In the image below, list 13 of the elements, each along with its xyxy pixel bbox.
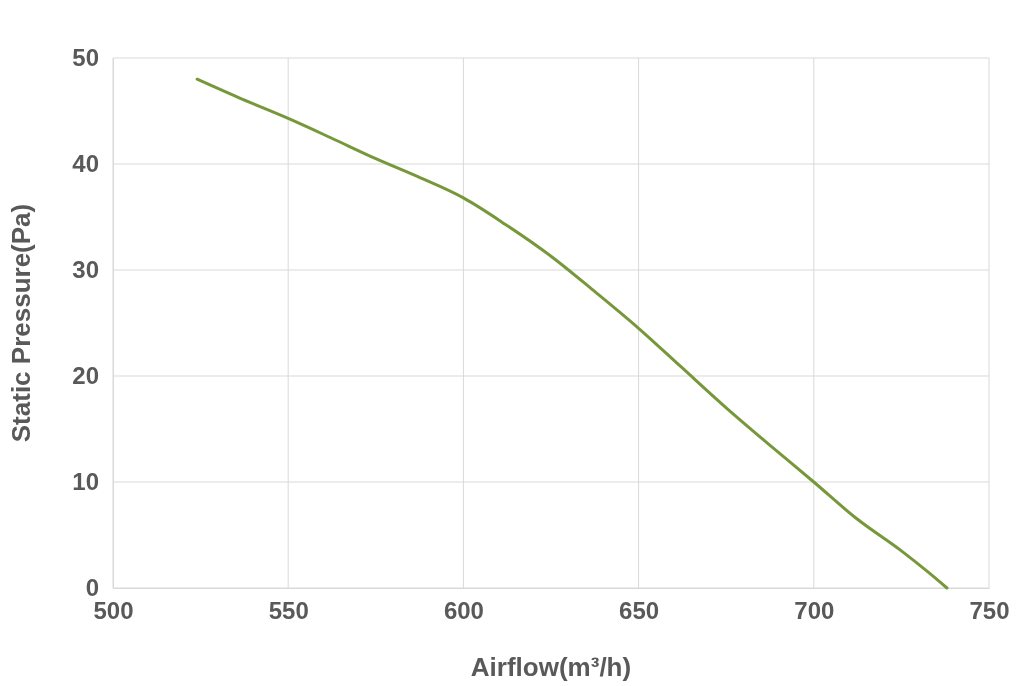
- y-tick-label: 40: [72, 150, 99, 178]
- line-series: [195, 77, 949, 590]
- y-tick-label: 30: [72, 256, 99, 284]
- y-axis-title: Static Pressure(Pa): [6, 203, 36, 443]
- x-tick-label: 550: [268, 597, 309, 625]
- x-tick-label: 750: [969, 597, 1010, 625]
- y-tick-label: 10: [72, 468, 99, 496]
- x-tick-label: 700: [794, 597, 835, 625]
- y-tick-label: 20: [72, 362, 99, 390]
- x-tick-label: 600: [443, 597, 484, 625]
- y-tick-label: 50: [72, 44, 99, 72]
- x-axis-title: Airflow(m³/h): [470, 652, 632, 682]
- x-tick-label: 650: [619, 597, 660, 625]
